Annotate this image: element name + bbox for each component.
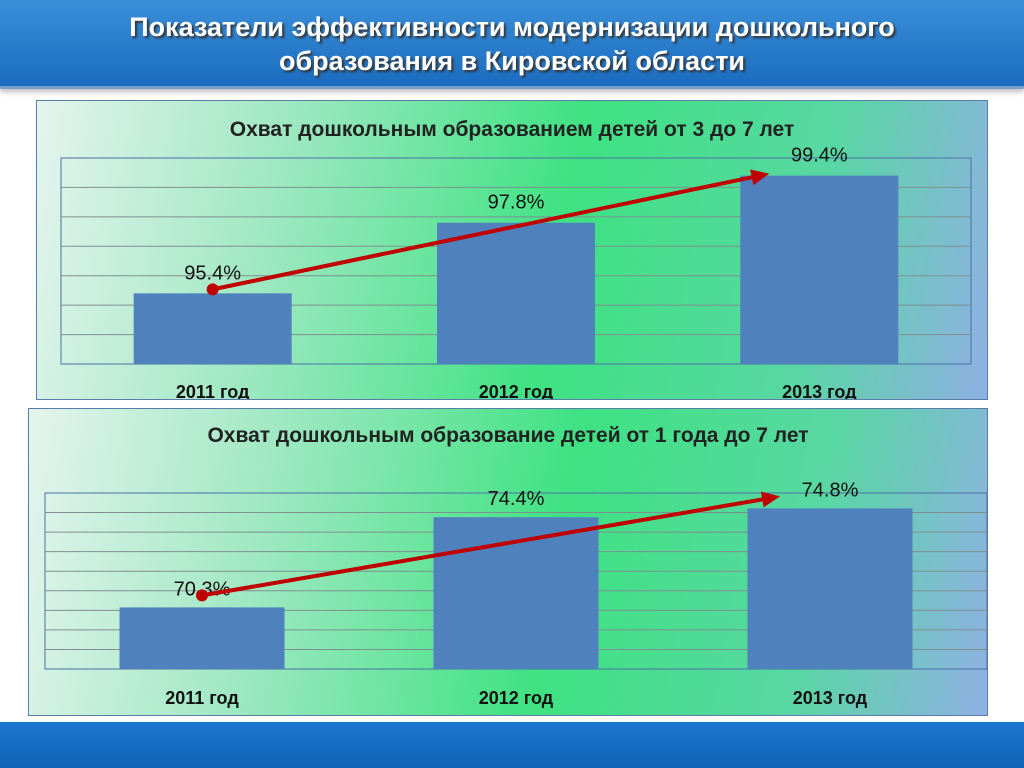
page-title: Показатели эффективности модернизации до…: [129, 12, 895, 76]
chart-title: Охват дошкольным образованием детей от 3…: [229, 118, 795, 141]
bar: [133, 293, 292, 364]
bar: [747, 508, 913, 669]
data-label: 74.4%: [488, 488, 545, 510]
chart-panel-1-7: Охват дошкольным образование детей от 1 …: [28, 408, 988, 716]
category-label: 2012 год: [479, 688, 554, 708]
bar: [740, 175, 899, 364]
footer-bar: [0, 722, 1024, 768]
trend-arrow-head: [760, 491, 780, 508]
data-label: 99.4%: [791, 145, 848, 167]
data-label: 97.8%: [488, 192, 545, 214]
chart-3-7-years: 95.4% 2011 год 97.8% 2012 год 99.4% 2013 год: [60, 145, 972, 399]
bar: [437, 222, 595, 364]
trend-arrow-line: [201, 497, 763, 598]
trend-arrow-line: [212, 175, 753, 292]
category-label: 2011 год: [165, 688, 239, 708]
bar: [119, 607, 285, 669]
data-label: 95.4%: [184, 262, 241, 284]
category-label: 2011 год: [176, 382, 250, 399]
trend-start-dot: [206, 283, 219, 296]
data-label: 74.8%: [802, 479, 859, 501]
trend-start-dot: [196, 589, 208, 602]
header-bar: Показатели эффективности модернизации до…: [0, 0, 1024, 89]
category-label: 2013 год: [782, 382, 857, 399]
trend-arrow-head: [750, 169, 770, 186]
chart-panel-3-7: Охват дошкольным образованием детей от 3…: [36, 100, 988, 400]
category-label: 2012 год: [479, 382, 554, 399]
chart-title: Охват дошкольным образование детей от 1 …: [207, 424, 809, 447]
category-label: 2013 год: [793, 688, 868, 708]
